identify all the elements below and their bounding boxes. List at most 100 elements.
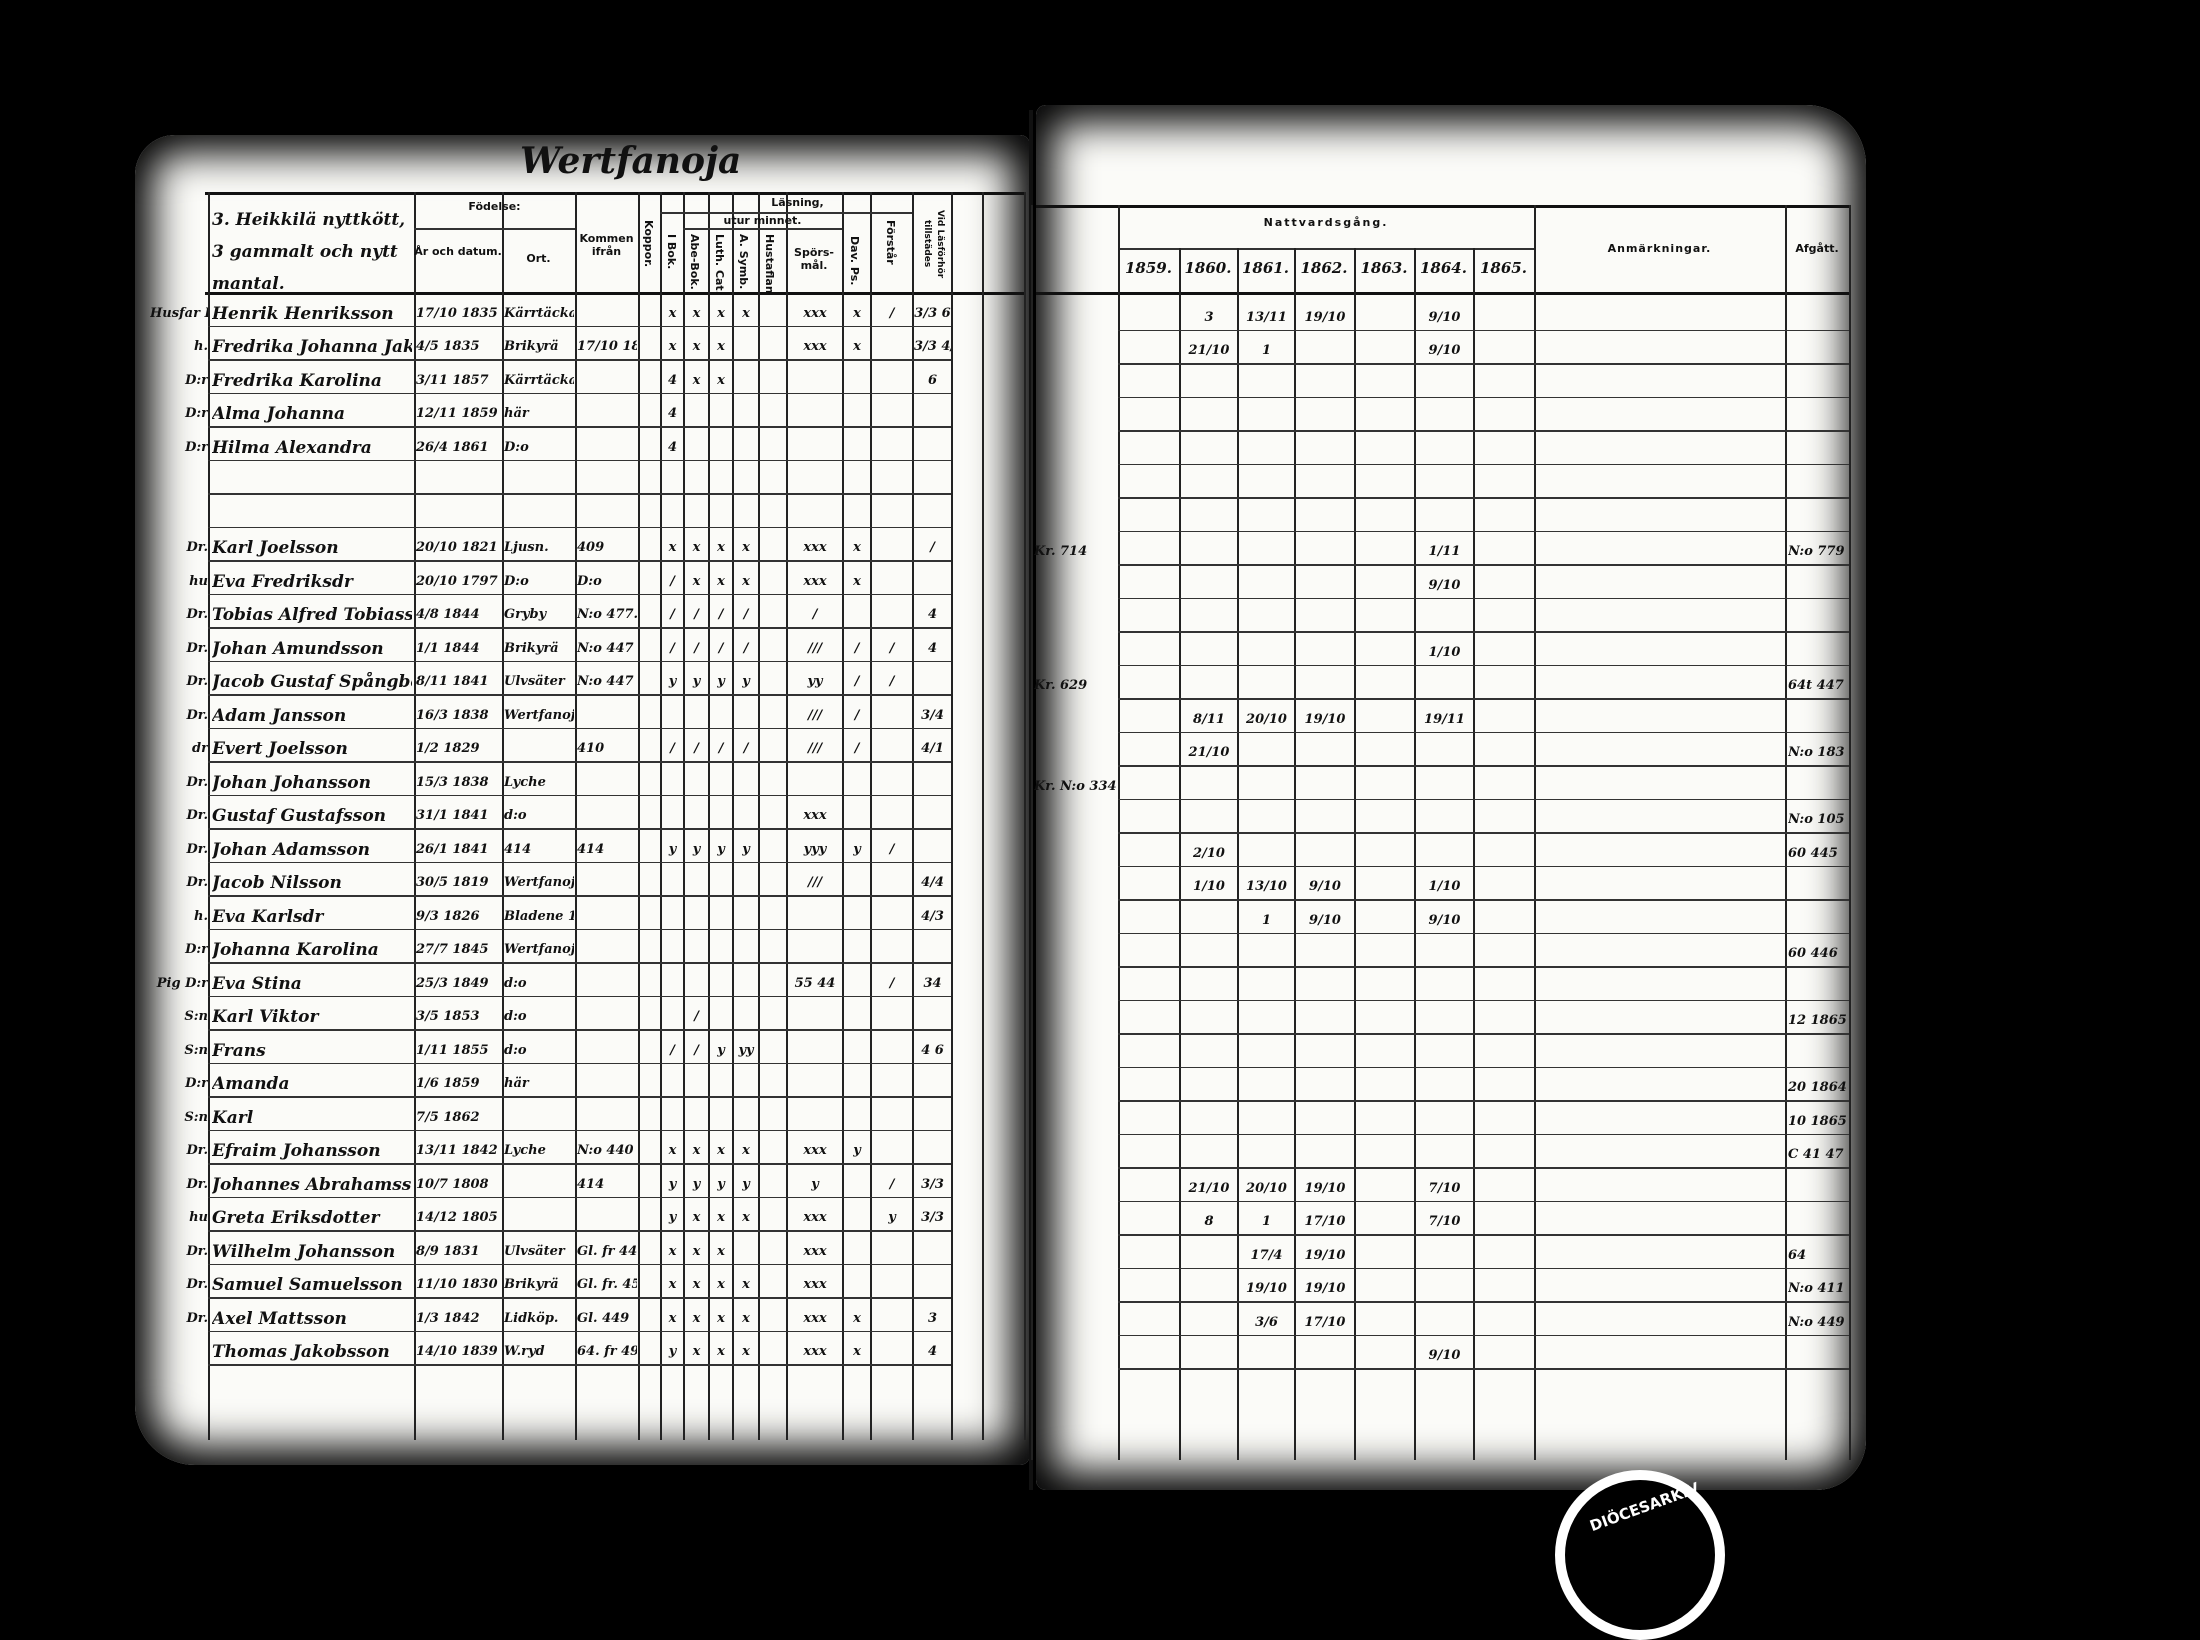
reading-mark: x (717, 1210, 725, 1225)
reading-mark: x (668, 1243, 677, 1259)
birth-date: 4/8 1844 (416, 607, 480, 622)
column-line (951, 192, 953, 1440)
communion-date: 1 (1261, 912, 1272, 928)
column-line (575, 192, 577, 1440)
reading-mark: / (889, 841, 895, 857)
reading-mark: xxx (803, 1243, 827, 1259)
communion-date: 7/10 (1428, 1180, 1461, 1196)
reading-mark: 4 (927, 640, 938, 656)
column-line (1024, 192, 1026, 1440)
reading-mark: x (717, 1277, 725, 1292)
header-luth-cat: Luth. Cat. (713, 234, 726, 295)
reading-mark: xxx (803, 1277, 827, 1292)
reading-mark: / (889, 674, 895, 689)
reading-mark: 3/3 6 (914, 305, 951, 321)
remark: Kr. 629 (1034, 678, 1088, 693)
header-year: 1862. (1300, 259, 1348, 277)
right-row-rule (1118, 1133, 1849, 1136)
column-line (1354, 248, 1356, 1460)
birth-place: Kärrtäcka (504, 372, 574, 388)
departed: N:o 105 (1788, 812, 1845, 827)
birth-place: Lidköp. (504, 1310, 559, 1326)
reading-mark: x (853, 339, 861, 354)
birth-date: 20/10 1797 (416, 573, 498, 589)
reading-mark: y (717, 674, 725, 689)
row-prefix: S:n (184, 1009, 208, 1024)
reading-mark: y (888, 1210, 896, 1225)
departed: C 41 47 (1788, 1147, 1844, 1162)
reading-mark: xxx (803, 1143, 827, 1158)
row-rule (208, 794, 951, 797)
row-rule (208, 1364, 951, 1366)
communion-date: 3/6 (1255, 1314, 1278, 1330)
reading-mark: xxx (803, 1310, 827, 1326)
person-name: Karl Joelsson (212, 538, 339, 558)
reading-mark: / (694, 607, 699, 622)
moved-from: 64. fr 495 (577, 1344, 637, 1359)
right-row-rule (1118, 1368, 1849, 1370)
row-prefix: D:r (185, 406, 208, 421)
communion-date: 19/10 (1304, 711, 1346, 727)
right-row-rule (1118, 899, 1849, 901)
reading-mark: 3/3 (921, 1210, 944, 1225)
birth-place: W.ryd (504, 1344, 545, 1359)
row-prefix: hu (189, 1210, 208, 1225)
reading-mark: x (668, 1310, 677, 1326)
row-rule (208, 392, 951, 395)
person-name: Karl (212, 1107, 254, 1128)
communion-date: 19/10 (1304, 309, 1346, 325)
reading-mark: / (670, 640, 675, 656)
person-name: Amanda (212, 1074, 290, 1094)
right-row-rule (1118, 1334, 1849, 1337)
departed: 60 446 (1788, 946, 1838, 961)
header-i-bok: I Bok. (665, 234, 678, 270)
header-year: 1864. (1420, 259, 1467, 277)
reading-mark: yy (807, 674, 823, 689)
moved-from: Gl. fr 442 (577, 1243, 637, 1259)
departed: 20 1864 (1788, 1080, 1847, 1095)
birth-date: 1/2 1829 (416, 741, 480, 756)
header-year: 1860. (1184, 259, 1232, 277)
reading-mark: x (692, 1243, 701, 1259)
row-rule (208, 1330, 951, 1333)
reading-mark: 4 (667, 372, 678, 388)
departed: N:o 449 (1788, 1314, 1845, 1330)
reading-mark: / (670, 741, 675, 756)
header-vid-lasforhor: Vid Läsförhör tillstädes (922, 209, 945, 279)
person-name: Karl Viktor (212, 1007, 319, 1027)
reading-mark: xxx (803, 1210, 827, 1225)
reading-mark: x (692, 372, 701, 388)
reading-mark: xxx (803, 1344, 827, 1359)
communion-date: 21/10 (1188, 745, 1230, 760)
moved-from: D:o (577, 573, 602, 589)
reading-mark: y (811, 1176, 819, 1192)
communion-date: 20/10 (1246, 1180, 1287, 1196)
reading-mark: 4 6 (921, 1042, 944, 1058)
communion-date: 19/10 (1304, 1180, 1346, 1196)
reading-mark: x (853, 305, 861, 321)
header-nattvardsgang: Nattvardsgång. (1263, 216, 1389, 229)
header-top-rule (205, 192, 1024, 195)
right-row-rule (1118, 631, 1849, 633)
reading-mark: 3/3 4/9 (914, 339, 951, 354)
row-prefix: h. (194, 908, 208, 924)
column-line (758, 192, 760, 1440)
reading-mark: x (742, 540, 750, 555)
reading-mark: y (742, 674, 750, 689)
birth-date: 1/1 1844 (416, 640, 480, 656)
birth-place: Brikyrä (504, 640, 559, 656)
departed: 10 1865 (1788, 1113, 1847, 1129)
birth-place: Kärrtäcka (504, 305, 574, 321)
person-name: Johanna Karolina (212, 940, 379, 960)
birth-date: 17/10 1835 (416, 305, 498, 321)
row-prefix: Dr. (186, 607, 208, 622)
person-name: Gustaf Gustafsson (212, 806, 387, 826)
person-name: Jacob Nilsson (212, 873, 342, 893)
birth-place: Brikyrä (504, 339, 559, 354)
row-prefix: Husfar Br. (150, 305, 208, 321)
communion-date: 21/10 (1188, 343, 1230, 358)
reading-mark: / (854, 674, 860, 689)
communion-date: 2/10 (1193, 845, 1225, 861)
row-rule (208, 1196, 951, 1199)
row-rule (208, 560, 951, 562)
